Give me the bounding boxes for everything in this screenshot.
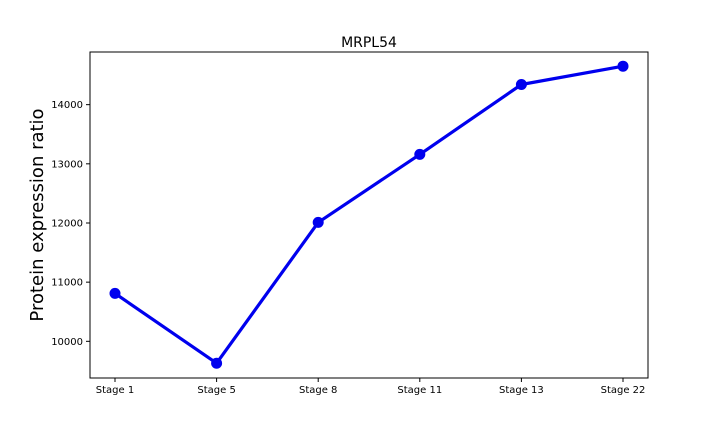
- y-axis-label: Protein expression ratio: [27, 108, 48, 321]
- data-point: [617, 60, 629, 72]
- series-group: [109, 60, 629, 369]
- y-tick-label: 11000: [51, 278, 83, 289]
- y-tick-label: 10000: [51, 337, 83, 348]
- data-point: [312, 216, 324, 228]
- plot-frame: [89, 51, 649, 379]
- y-tick-label: 13000: [51, 159, 83, 170]
- data-point: [109, 287, 121, 299]
- x-tick-label: Stage 13: [499, 385, 544, 396]
- axes: Stage 1 Stage 5 Stage 8 Stage 11 Stage 13 Sta…: [51, 100, 645, 396]
- x-tick-label: Stage 8: [299, 385, 337, 396]
- y-tick-label: 12000: [51, 218, 83, 229]
- data-point: [414, 148, 426, 160]
- x-tick-label: Stage 22: [601, 385, 646, 396]
- x-tick-label: Stage 5: [197, 385, 235, 396]
- data-point: [515, 79, 527, 91]
- series-line: [113, 64, 625, 365]
- y-tick-label: 14000: [51, 100, 83, 111]
- chart-title: MRPL54: [341, 35, 397, 51]
- x-tick-label: Stage 1: [96, 385, 134, 396]
- data-point: [211, 357, 223, 369]
- x-tick-label: Stage 11: [397, 385, 442, 396]
